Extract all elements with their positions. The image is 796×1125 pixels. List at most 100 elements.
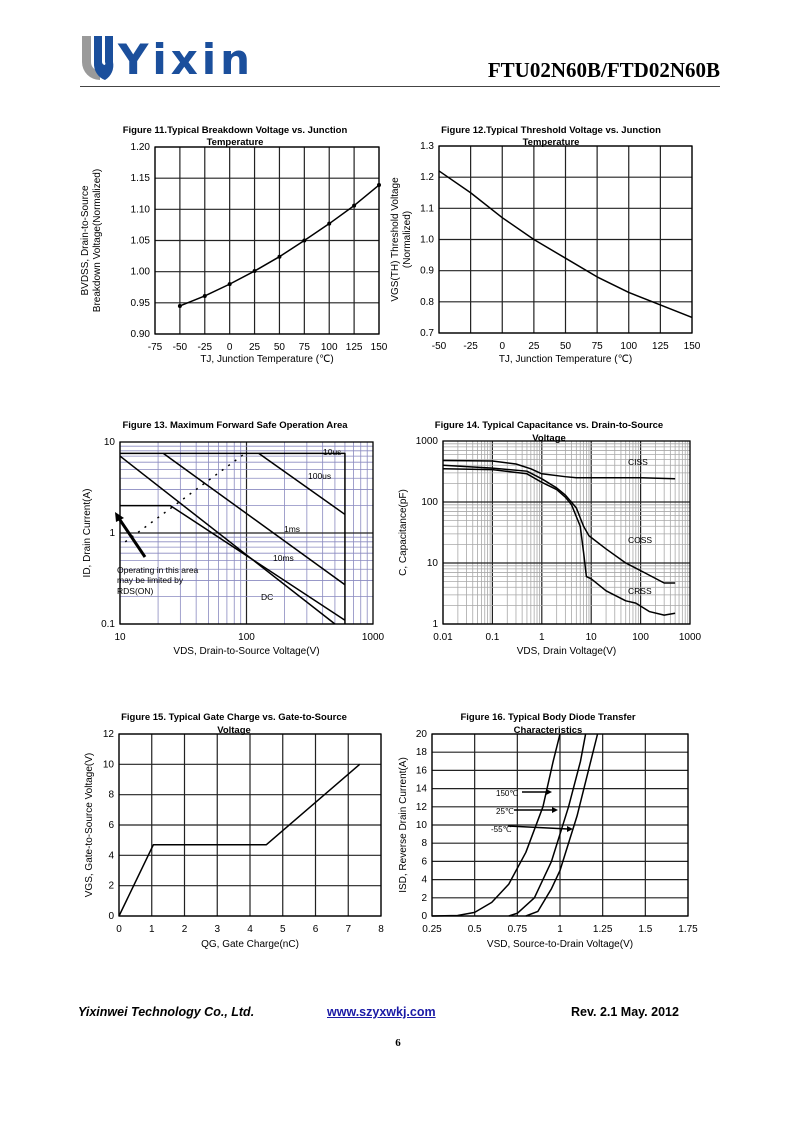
chart-title: Figure 11.Typical Breakdown Voltage vs. … [123, 125, 348, 136]
y-tick-label: 0.7 [420, 328, 434, 339]
y-tick-label: 0.90 [131, 329, 151, 340]
y-axis-label: C, Capacitance(pF) [398, 489, 409, 576]
series-line [442, 468, 676, 616]
x-tick-label: 0 [116, 924, 122, 935]
y-tick-label: 10 [103, 759, 115, 770]
series-line [508, 733, 587, 917]
x-tick-label: 0.75 [508, 924, 528, 935]
annotation-label: 1ms [284, 524, 300, 534]
arrow-line [116, 516, 147, 558]
data-point [352, 203, 357, 208]
x-tick-label: 1 [539, 632, 545, 643]
series-line [120, 452, 346, 624]
y-tick-label: 1.15 [131, 173, 151, 184]
y-tick-label: 0.8 [420, 297, 434, 308]
data-point [277, 254, 282, 259]
y-tick-label: 8 [108, 790, 114, 801]
data-point [202, 293, 207, 298]
plot-frame [438, 145, 693, 334]
chart-fig13: 10 100 1000 0.1 1 10 Figure 13. Maximum Forwar… [82, 420, 385, 657]
x-tick-label: 125 [346, 342, 363, 353]
annotation-label: 100us [308, 471, 331, 481]
svg-text:Yixin: Yixin [117, 35, 250, 82]
series-line [525, 733, 599, 917]
annotation-label: CISS [628, 457, 648, 467]
x-tick-label: 7 [345, 924, 351, 935]
arrow-head [115, 512, 124, 522]
x-axis-label: VDS, Drain-to-Source Voltage(V) [173, 646, 319, 657]
series-line [442, 459, 676, 480]
y-tick-label: 4 [108, 850, 114, 861]
x-tick-label: 0 [227, 342, 233, 353]
y-tick-label: 18 [416, 747, 428, 758]
y-axis-label: ISD, Reverse Drain Current(A) [398, 757, 409, 893]
annotation-label: COSS [628, 535, 652, 545]
y-tick-label: 2 [108, 881, 114, 892]
arrow-head [552, 807, 558, 813]
x-tick-label: 0 [499, 341, 505, 352]
y-tick-label: 0.95 [131, 298, 151, 309]
series-line [119, 455, 336, 625]
plot-frame [442, 440, 691, 625]
x-tick-label: 10 [114, 632, 126, 643]
y-tick-label: 1.3 [420, 141, 434, 152]
series-line [118, 763, 361, 917]
data-point [377, 183, 381, 188]
y-tick-label: 0.9 [420, 266, 434, 277]
annotation-label: RDS(ON) [117, 586, 154, 596]
x-axis-label: VDS, Drain Voltage(V) [517, 646, 617, 657]
series-line [162, 452, 346, 586]
chart-title: Figure 15. Typical Gate Charge vs. Gate-… [121, 712, 347, 723]
x-tick-label: 75 [592, 341, 604, 352]
chart-fig16: 0.25 0.5 0.75 1 1.25 1.5 1.75 0 2 4 6 8 10 12 14 16 18 20… [398, 712, 698, 950]
y-tick-label: 12 [103, 729, 115, 740]
x-tick-label: -50 [432, 341, 447, 352]
y-axis-label: ID, Drain Current(A) [82, 489, 93, 578]
chart-title: Characteristics [514, 725, 583, 736]
chart-title: Figure 13. Maximum Forward Safe Operatio… [122, 420, 348, 431]
y-tick-label: 1 [432, 619, 438, 630]
x-tick-label: 1000 [362, 632, 385, 643]
plot-frame [118, 733, 382, 917]
annotation-label: DC [261, 592, 273, 602]
x-axis-label: TJ, Junction Temperature (℃) [499, 354, 632, 365]
y-tick-label: 1.1 [420, 203, 434, 214]
x-axis-label: VSD, Source-to-Drain Voltage(V) [487, 939, 633, 950]
x-tick-label: 8 [378, 924, 384, 935]
y-tick-label: 10 [427, 558, 439, 569]
x-tick-label: 100 [632, 632, 649, 643]
annotation-label: -55℃ [491, 825, 512, 834]
x-tick-label: 1000 [679, 632, 702, 643]
x-tick-label: 50 [560, 341, 572, 352]
plot-frame [119, 441, 374, 625]
x-axis-label: QG, Gate Charge(nC) [201, 939, 299, 950]
y-tick-label: 1 [109, 528, 115, 539]
y-axis-label: VGS, Gate-to-Source Voltage(V) [84, 753, 95, 898]
chart-title: Temperature [207, 137, 264, 148]
annotation-label: CRSS [628, 586, 652, 596]
y-tick-label: 1.00 [131, 267, 151, 278]
chart-fig12: -50 -25 0 25 50 75 100 125 150 0.7 0.8 0.9 1.0 1.1 1.2… [390, 125, 701, 365]
chart-title: Temperature [523, 137, 580, 148]
y-tick-label: 0 [108, 911, 114, 922]
x-tick-label: 100 [238, 632, 255, 643]
x-tick-label: 1 [149, 924, 155, 935]
page-number: 6 [395, 1037, 401, 1049]
x-tick-label: -75 [148, 342, 163, 353]
x-tick-label: 100 [620, 341, 637, 352]
y-tick-label: 6 [421, 856, 427, 867]
footer-company: Yixinwei Technology Co., Ltd. [78, 1005, 255, 1019]
x-tick-label: 0.25 [422, 924, 442, 935]
plot-frame [154, 146, 380, 335]
series-line [124, 453, 245, 543]
y-tick-label: 8 [421, 838, 427, 849]
footer-website-link[interactable]: www.szyxwkj.com [327, 1005, 436, 1019]
series-line [120, 504, 346, 621]
arrow-line [507, 825, 569, 830]
x-tick-label: 50 [274, 342, 286, 353]
arrow-head [546, 789, 552, 795]
series-line [258, 452, 346, 516]
y-tick-label: 14 [416, 784, 428, 795]
x-tick-label: 25 [249, 342, 261, 353]
